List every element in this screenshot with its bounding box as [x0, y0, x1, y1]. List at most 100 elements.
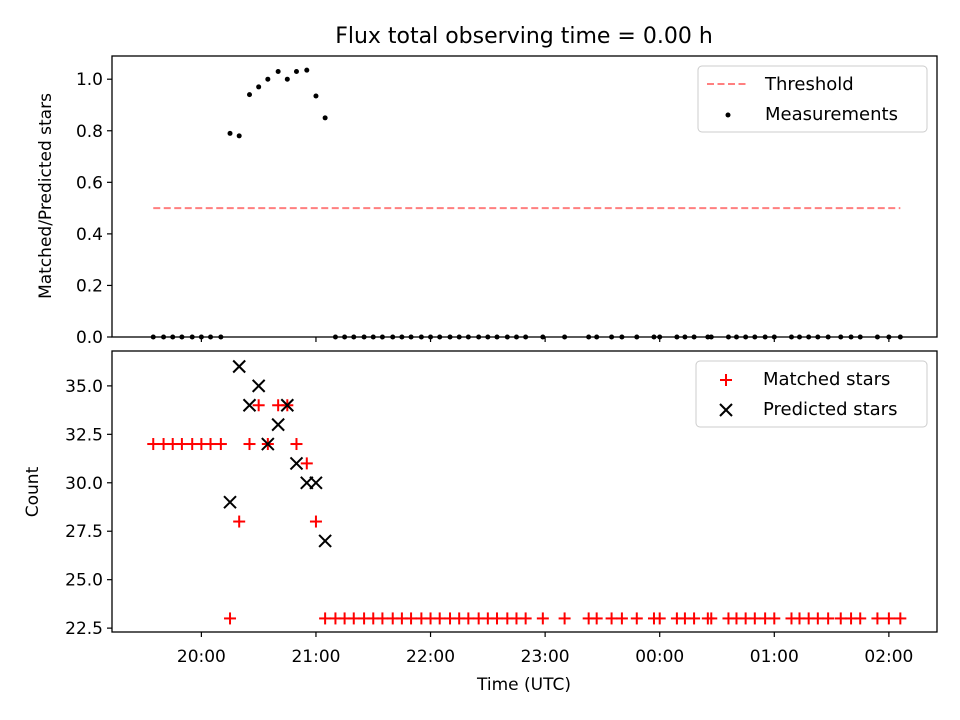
legend-predicted-swatch	[719, 403, 733, 417]
measurement-point	[313, 93, 319, 99]
x-tick-label: 00:00	[635, 647, 684, 667]
matched-star-point	[748, 612, 761, 625]
legend: Matched stars Predicted stars	[695, 360, 928, 428]
measurement-point	[304, 67, 310, 73]
predicted-star-point	[251, 379, 266, 393]
predicted-star-point	[261, 437, 275, 451]
y-tick-label: 0.2	[76, 276, 103, 296]
y-tick-label: 0.4	[76, 225, 103, 245]
y-tick-label: 32.5	[65, 425, 103, 445]
matched-star-point	[822, 612, 835, 625]
matched-star-point	[214, 438, 227, 451]
matched-star-point	[204, 438, 217, 451]
matched-star-point	[462, 612, 475, 625]
legend-measurements-label: Measurements	[765, 104, 898, 125]
predicted-star-point	[271, 417, 285, 432]
measurement-point	[275, 68, 281, 74]
predicted-star-point	[280, 398, 295, 412]
matched-star-point	[630, 612, 643, 625]
matched-star-point	[252, 399, 265, 412]
y-axis-label: Count	[23, 466, 43, 517]
y-tick-label: 0.6	[76, 173, 103, 193]
matched-star-point	[376, 612, 389, 625]
matched-star-point	[405, 612, 418, 625]
y-tick-label: 1.0	[76, 70, 103, 90]
predicted-star-point	[223, 495, 237, 509]
legend-predicted-label: Predicted stars	[763, 399, 897, 420]
predicted-star-point	[309, 476, 323, 490]
flux-ratio-panel: Flux total observing time = 0.00 h Match…	[36, 24, 938, 348]
y-tick-label: 0.8	[76, 122, 103, 142]
matched-star-point	[147, 438, 160, 451]
measurement-point	[256, 84, 262, 90]
legend-matched-label: Matched stars	[763, 369, 890, 390]
y-tick-label: 22.5	[65, 619, 103, 639]
matched-star-point	[558, 612, 571, 625]
x-tick-label: 21:00	[291, 647, 340, 667]
x-axis-label: Time (UTC)	[476, 675, 571, 695]
matched-star-point	[224, 612, 237, 625]
y-tick-label: 0.0	[76, 328, 103, 348]
matched-star-point	[854, 612, 867, 625]
y-tick-label: 27.5	[65, 522, 103, 542]
predicted-star-point	[242, 398, 257, 412]
matched-star-point	[491, 612, 503, 625]
matched-star-point	[519, 612, 532, 625]
chart-title: Flux total observing time = 0.00 h	[335, 24, 713, 49]
y-tick-label: 30.0	[65, 474, 103, 494]
legend-matched-swatch	[720, 374, 732, 386]
measurement-point	[247, 92, 252, 98]
matched-star-point	[615, 612, 628, 625]
measurement-point	[284, 76, 290, 82]
matched-star-point	[705, 612, 718, 625]
measurement-point	[227, 130, 233, 136]
measurement-point	[236, 133, 242, 139]
matched-star-point	[834, 612, 847, 625]
y-axis-label: Matched/Predicted stars	[36, 93, 56, 299]
matched-star-point	[882, 612, 895, 625]
matched-star-point	[811, 612, 824, 625]
measurement-point	[293, 68, 299, 74]
x-tick-label: 01:00	[750, 647, 799, 667]
measurement-point	[322, 115, 328, 121]
star-count-panel: Count Time (UTC) 22.5 25.0 27.5 30.0 32.5 35.…	[23, 350, 938, 695]
x-axis-ticks: 20:00 21:00 22:00 23:00 00:00 01:00 02:00	[177, 632, 913, 667]
matched-star-point	[300, 457, 313, 470]
measurement-point	[265, 76, 271, 82]
matched-star-point	[243, 438, 256, 451]
matched-star-point	[605, 612, 618, 625]
matched-star-point	[536, 612, 549, 625]
star-count-points	[147, 359, 907, 625]
matched-star-point	[688, 612, 701, 625]
y-axis-ticks: 22.5 25.0 27.5 30.0 32.5 35.0	[65, 377, 112, 639]
plot-frame	[111, 55, 938, 338]
y-tick-label: 25.0	[65, 571, 103, 591]
legend-threshold-label: Threshold	[764, 74, 854, 95]
x-tick-label: 20:00	[177, 647, 226, 667]
matched-star-point	[433, 612, 446, 625]
matched-star-point	[894, 612, 907, 625]
x-tick-label: 02:00	[864, 647, 913, 667]
y-axis-ticks: 0.0 0.2 0.4 0.6 0.8 1.0	[76, 70, 112, 348]
predicted-star-point	[318, 534, 332, 548]
predicted-star-point	[289, 456, 304, 471]
legend-measurements-swatch	[725, 112, 731, 118]
matched-star-point	[309, 515, 322, 528]
x-tick-label: 23:00	[521, 647, 570, 667]
legend: Threshold Measurements	[697, 65, 928, 133]
matched-star-point	[319, 612, 332, 625]
matched-star-point	[233, 515, 246, 528]
matched-star-point	[871, 612, 884, 625]
y-tick-label: 35.0	[65, 377, 103, 397]
legend-box	[695, 360, 928, 428]
matched-star-point	[175, 438, 188, 451]
plot-frame	[111, 350, 938, 633]
matched-star-point	[347, 612, 360, 625]
predicted-star-point	[232, 359, 246, 374]
matched-star-point	[768, 612, 781, 625]
x-axis-ticks	[200, 337, 890, 342]
x-tick-label: 22:00	[406, 647, 455, 667]
legend-box	[697, 65, 928, 133]
matched-star-point	[653, 612, 666, 625]
